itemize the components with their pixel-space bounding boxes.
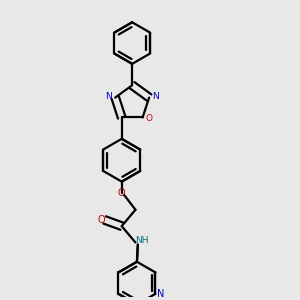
Text: N: N [105,92,112,101]
Text: NH: NH [135,236,148,245]
Text: N: N [157,290,164,299]
Text: O: O [146,115,153,124]
Text: O: O [118,188,125,198]
Text: N: N [152,92,159,101]
Text: O: O [98,215,106,225]
